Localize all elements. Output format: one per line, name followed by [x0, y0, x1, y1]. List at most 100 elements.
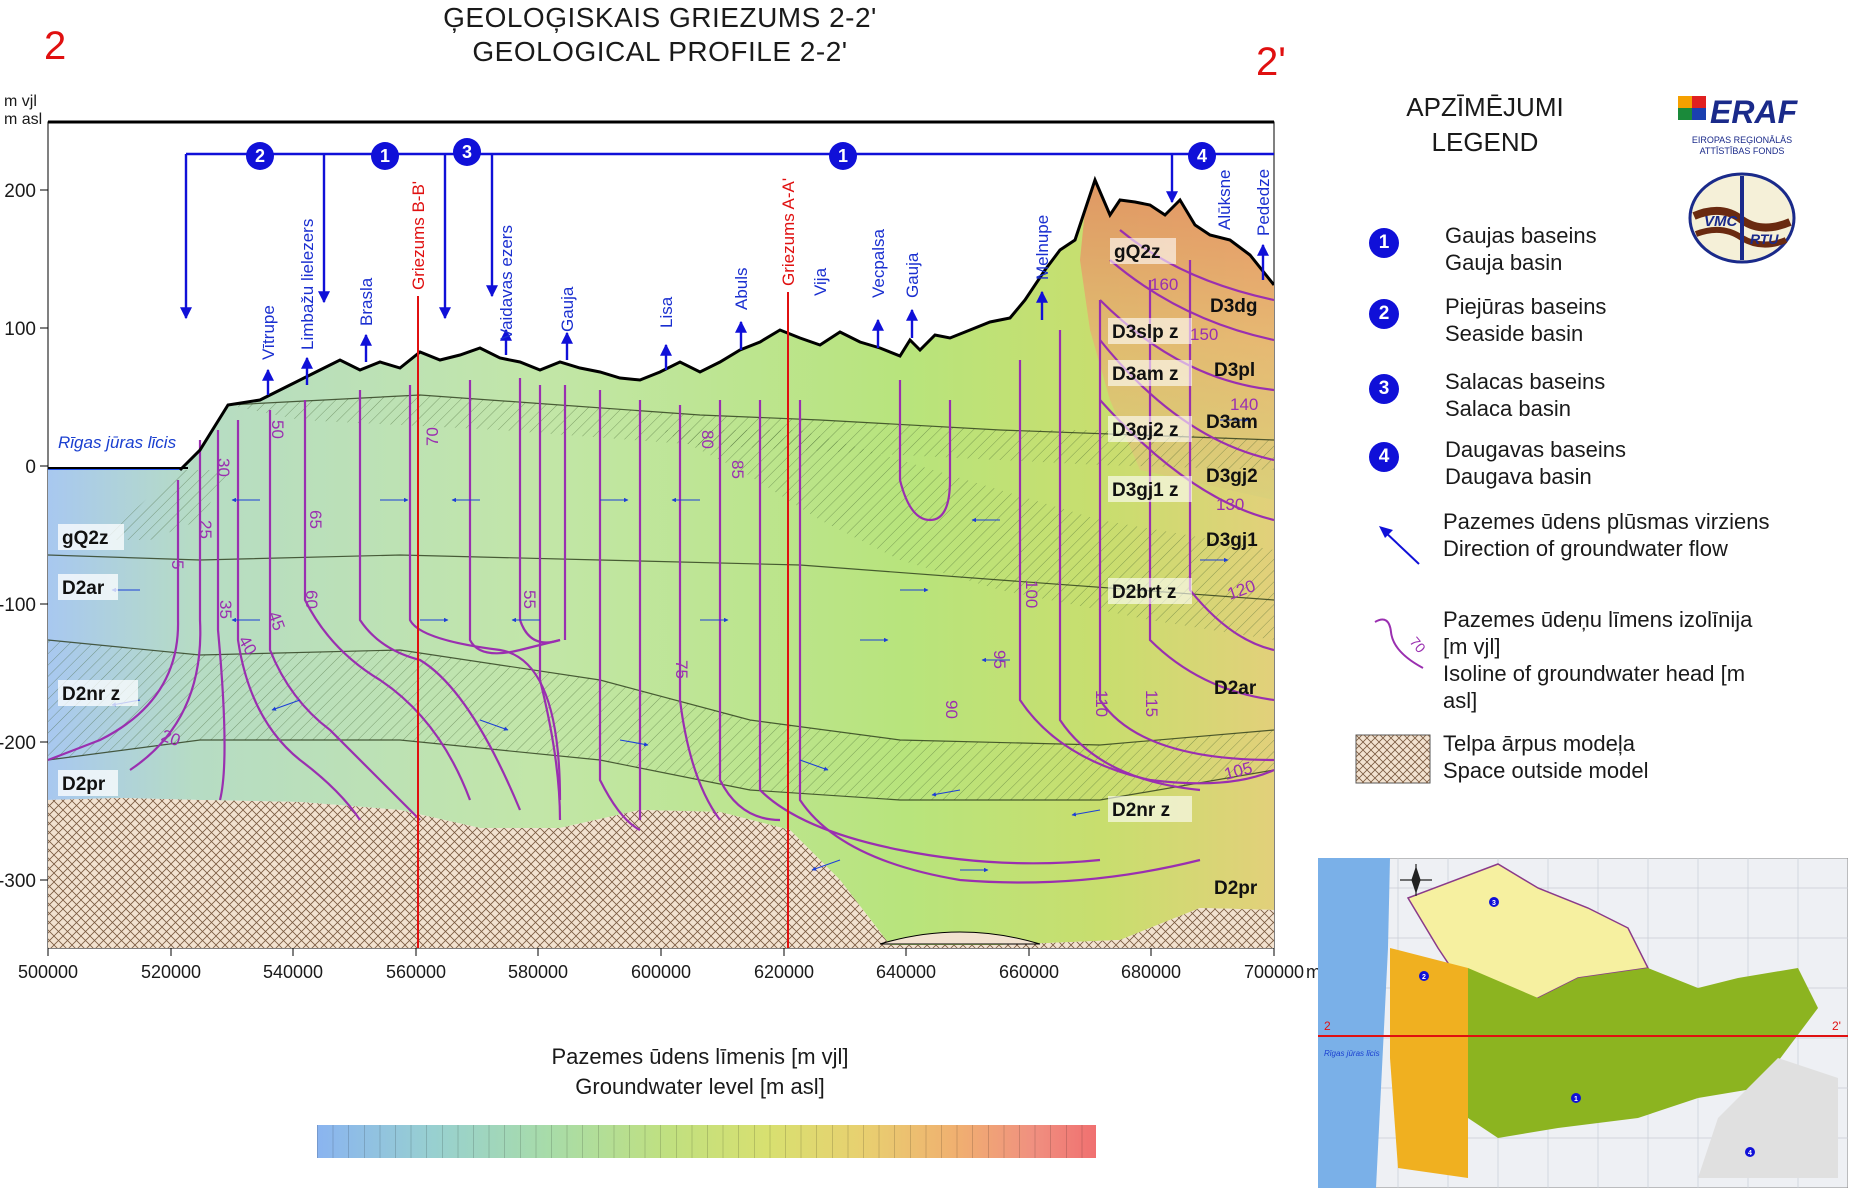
layer-label: D2pr [62, 774, 106, 795]
legend-text-en: Salaca basin [1445, 396, 1571, 421]
isoline-label: 90 [942, 700, 961, 719]
eraf-sub-2: ATTĪSTĪBAS FONDS [1700, 146, 1785, 156]
isoline-label: 5 [168, 560, 187, 569]
vmc-text: VMC [1704, 213, 1739, 230]
isoline-label: 95 [990, 650, 1009, 669]
y-tick: 100 [4, 319, 36, 340]
legend-text-lv: Pazemes ūdeņu līmens izolīnija [m vjl] [1443, 607, 1753, 659]
river-label: Vaidavas ezers [497, 225, 516, 340]
layer-label: D3gj2 [1206, 466, 1258, 487]
isoline-label: 115 [1142, 690, 1161, 717]
layer-label: D3gj1 z [1112, 480, 1179, 501]
isoline-label: 80 [698, 430, 717, 449]
legend-title-lv: APZĪMĒJUMI [1406, 92, 1564, 122]
section-label-aa: Griezums A-A' [779, 178, 798, 286]
inset-basin-marker: 3 [1492, 900, 1496, 907]
isoline-label: 150 [1190, 325, 1218, 344]
inset-line-start: 2 [1324, 1019, 1331, 1033]
x-tick: 560000 [386, 962, 446, 982]
inset-basin-daugava [1698, 1058, 1838, 1178]
layer-label: D3pl [1214, 360, 1255, 381]
eraf-logo: ERAF EIROPAS REĢIONĀLĀS ATTĪSTĪBAS FONDS [1678, 94, 1799, 156]
x-tick: 620000 [754, 962, 814, 982]
river-label: Brasla [357, 277, 376, 326]
legend-text-lv: Daugavas baseins [1445, 437, 1627, 462]
y-tick: 0 [25, 457, 36, 478]
section-label-bb: Griezums B-B' [409, 181, 428, 290]
y-tick: 200 [4, 181, 36, 202]
layer-label: D2brt z [1112, 582, 1176, 603]
isoline-label: 25 [196, 520, 215, 539]
basin-marker-icon: 2 [1369, 299, 1399, 329]
profile-end-label: 2' [1256, 40, 1286, 84]
aquitard-d3gj [228, 395, 1274, 470]
isoline-label: 35 [216, 600, 235, 619]
basin-marker-icon: 3 [1369, 374, 1399, 404]
river-label: Gauja [903, 252, 922, 298]
legend-text-en: Daugava basin [1445, 464, 1592, 489]
basin-marker-icon: 4 [1369, 442, 1399, 472]
legend-text-lv: Pazemes ūdens plūsmas virziens [1443, 509, 1770, 534]
legend-text-lv: Telpa ārpus modeļa [1443, 731, 1636, 756]
isoline-label: 85 [728, 460, 747, 479]
isoline-label: 70 [423, 427, 442, 446]
layer-label: D3am [1206, 412, 1258, 433]
layer-label: gQ2z [1114, 242, 1160, 263]
inset-basin-seaside [1390, 948, 1468, 1178]
sea-label: Rīgas jūras līcis [58, 433, 177, 452]
inset-map: 2 2' Rīgas jūras līcis 1 2 3 4 [1318, 858, 1848, 1188]
isoline-label: 130 [1216, 495, 1244, 514]
layer-label: D3gj1 [1206, 530, 1258, 551]
gw-scale-band [317, 1125, 1096, 1158]
layer-label: D2nr z [1112, 800, 1170, 821]
basin-marker: 4 [1197, 146, 1207, 166]
x-tick: 680000 [1121, 962, 1181, 982]
isoline-sample-label: 70 [1407, 634, 1429, 656]
space-outside-model [48, 798, 1274, 948]
basin-dividers [180, 152, 1274, 320]
isoline-label: 55 [520, 590, 539, 609]
river-label: Vītrupe [259, 305, 278, 360]
inset-line-end: 2' [1832, 1019, 1841, 1033]
legend-item-isoline: 70 Pazemes ūdeņu līmens izolīnija [m vjl… [1355, 606, 1775, 716]
river-arrows [262, 243, 1269, 395]
river-label: Lisa [657, 296, 676, 328]
compass-icon [1400, 864, 1432, 896]
y-unit-lv: m vjl [4, 93, 37, 110]
y-tick: -200 [0, 733, 36, 754]
flow-arrow-icon [1379, 526, 1420, 565]
y-unit-en: m asl [4, 111, 42, 128]
river-label: Pededze [1254, 169, 1273, 236]
legend-text-lv: Salacas baseins [1445, 369, 1606, 394]
rtu-text: RTU [1750, 231, 1779, 247]
basin-marker: 3 [462, 142, 472, 162]
isoline-label: 160 [1150, 275, 1178, 294]
inset-sea [1318, 858, 1390, 1188]
layer-label: D3slp z [1112, 322, 1179, 343]
y-tick: -100 [0, 595, 36, 616]
isoline-icon: 70 [1374, 618, 1429, 669]
gw-scale-title-lv: Pazemes ūdens līmenis [m vjl] [551, 1044, 849, 1069]
layer-label: gQ2z [62, 528, 108, 549]
legend-item-flow: Pazemes ūdens plūsmas virziens Direction… [1355, 508, 1775, 588]
legend-text-lv: Gaujas baseins [1445, 223, 1597, 248]
profile-diagram: 200 100 0 -100 -200 -300 m vjl m asl 500… [0, 93, 1320, 982]
isoline-label: 30 [214, 458, 233, 477]
legend-item-outside-model: Telpa ārpus modeļa Space outside model [1355, 730, 1775, 790]
x-tick: 600000 [631, 962, 691, 982]
isoline-label: 100 [1022, 580, 1041, 608]
river-label: Vija [811, 267, 830, 296]
x-tick: 520000 [141, 962, 201, 982]
x-tick: 500000 [18, 962, 78, 982]
river-label: Gauja [558, 286, 577, 332]
gw-scale-stripes [317, 1125, 1096, 1158]
title-en: GEOLOGICAL PROFILE 2-2' [472, 36, 848, 67]
isoline-label: 75 [672, 660, 691, 679]
eraf-sub-1: EIROPAS REĢIONĀLĀS [1692, 135, 1792, 145]
river-label: Melnupe [1033, 215, 1052, 280]
river-label: Limbažu lielezers [298, 219, 317, 350]
basin-marker: 1 [380, 146, 390, 166]
y-tick: -300 [0, 871, 36, 892]
inset-basin-marker: 4 [1748, 1150, 1752, 1157]
isoline-label: 60 [302, 590, 321, 609]
